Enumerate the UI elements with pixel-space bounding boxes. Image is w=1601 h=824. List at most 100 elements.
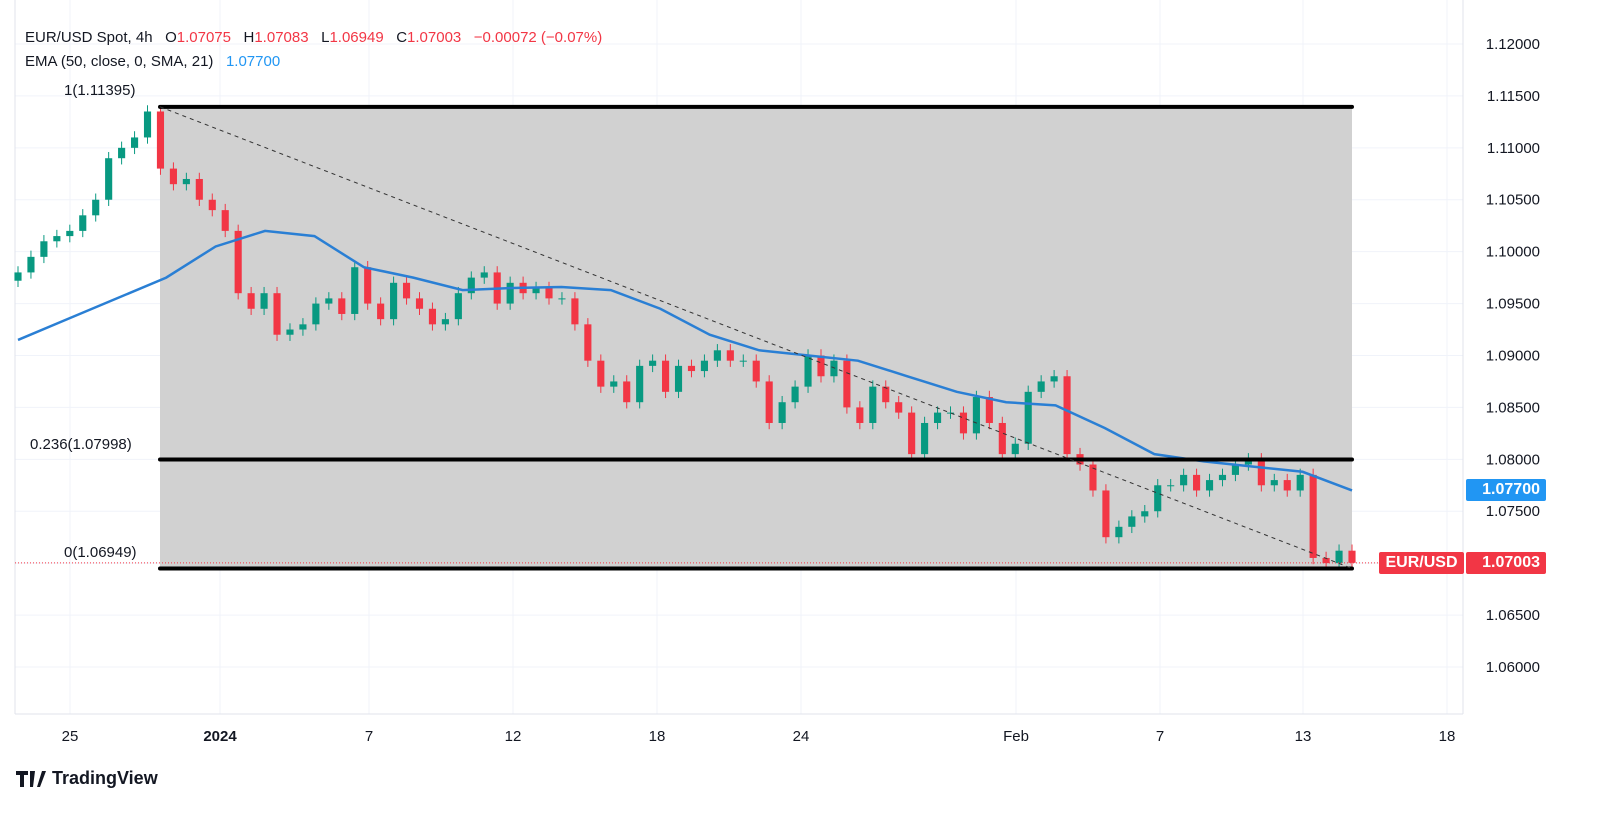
candle: [402, 276, 411, 305]
low-label: L: [321, 29, 330, 46]
candle-body: [312, 303, 320, 325]
tv-logo-icon: [16, 770, 46, 787]
y-tick-label: 1.12000: [1486, 36, 1540, 53]
candle: [40, 235, 48, 264]
candle: [610, 375, 618, 393]
candle-body: [778, 402, 786, 423]
candle: [558, 292, 566, 305]
ema-legend[interactable]: EMA (50, close, 0, SMA, 21) 1.07700: [25, 53, 280, 70]
candle: [1180, 468, 1188, 492]
close-label: C: [396, 29, 408, 46]
candle: [933, 406, 942, 430]
candle-body: [1167, 485, 1175, 487]
candle: [312, 297, 320, 331]
candle: [92, 193, 100, 222]
candle: [1193, 468, 1201, 497]
candle-body: [623, 381, 631, 403]
last-price-tag: 1.07003: [1466, 552, 1546, 574]
y-tick-label: 1.09000: [1486, 347, 1540, 364]
candle-body: [105, 158, 113, 200]
candle-body: [882, 386, 890, 403]
candle: [27, 250, 35, 279]
candle-body: [1296, 474, 1304, 491]
candle: [1348, 544, 1356, 570]
candle: [221, 203, 229, 238]
candle-body: [558, 298, 566, 300]
candle-body: [27, 256, 35, 273]
candle-body: [390, 282, 398, 320]
candle-body: [959, 412, 968, 434]
candle-body: [713, 350, 721, 361]
tradingview-logo[interactable]: TradingView: [16, 768, 158, 789]
candle: [66, 224, 74, 243]
candle: [1102, 484, 1110, 544]
x-tick-label: 24: [793, 728, 810, 745]
y-tick-label: 1.06500: [1486, 607, 1540, 624]
candle: [14, 266, 22, 287]
candle-body: [649, 360, 657, 366]
candle: [247, 286, 255, 315]
candle: [791, 380, 799, 409]
candle-body: [908, 412, 916, 455]
candle-body: [415, 298, 424, 309]
y-tick-label: 1.09500: [1486, 296, 1540, 313]
x-tick-label: 13: [1295, 728, 1312, 745]
candle-body: [843, 360, 851, 408]
candle-body: [247, 293, 255, 309]
candle: [351, 261, 359, 321]
candle: [972, 390, 980, 440]
candle-body: [597, 360, 605, 387]
candle: [156, 105, 165, 175]
candle: [454, 286, 462, 326]
candle-body: [636, 365, 644, 403]
candle-body: [325, 298, 333, 304]
candle-body: [428, 308, 437, 325]
ema-price-tag: 1.07700: [1466, 479, 1546, 501]
candle-body: [454, 293, 462, 320]
candle-body: [726, 350, 734, 361]
candle-body: [169, 168, 177, 185]
x-tick-label: 7: [365, 728, 373, 745]
ema-label: EMA (50, close, 0, SMA, 21): [25, 53, 214, 70]
candle-body: [221, 210, 229, 231]
candle-body: [584, 324, 592, 361]
x-tick-label: Feb: [1003, 728, 1029, 745]
candle: [467, 271, 475, 300]
candle-body: [998, 422, 1006, 455]
candle: [946, 406, 955, 419]
candle: [959, 406, 968, 440]
candle: [143, 105, 152, 144]
candle: [415, 292, 424, 315]
candle-body: [441, 319, 449, 325]
candle: [752, 354, 760, 388]
y-tick-label: 1.06000: [1486, 659, 1540, 676]
candle: [674, 359, 683, 399]
candle: [895, 395, 903, 419]
y-tick-label: 1.11000: [1487, 140, 1540, 157]
candle: [208, 193, 216, 217]
candle-body: [1322, 557, 1330, 564]
candle: [778, 395, 786, 430]
candle: [584, 318, 592, 367]
candle-body: [1128, 516, 1136, 527]
ema-line: [17, 229, 1353, 492]
candle-body: [1037, 381, 1045, 392]
change-value: −0.00072 (−0.07%): [473, 29, 603, 46]
candle-body: [79, 215, 87, 231]
candle-body: [1180, 474, 1188, 486]
candle: [234, 224, 242, 300]
candle: [532, 281, 540, 300]
candle-body: [856, 407, 864, 423]
candle-body: [118, 147, 126, 159]
y-tick-label: 1.08500: [1486, 399, 1540, 416]
candle-body: [299, 324, 307, 330]
candle-body: [1270, 480, 1278, 486]
candle: [480, 266, 488, 284]
candle: [506, 276, 514, 310]
candle: [1154, 479, 1162, 518]
fib-label-0: 0(1.06949): [64, 544, 137, 561]
candle-body: [234, 230, 242, 294]
candle: [687, 359, 696, 378]
high-label: H: [243, 29, 255, 46]
